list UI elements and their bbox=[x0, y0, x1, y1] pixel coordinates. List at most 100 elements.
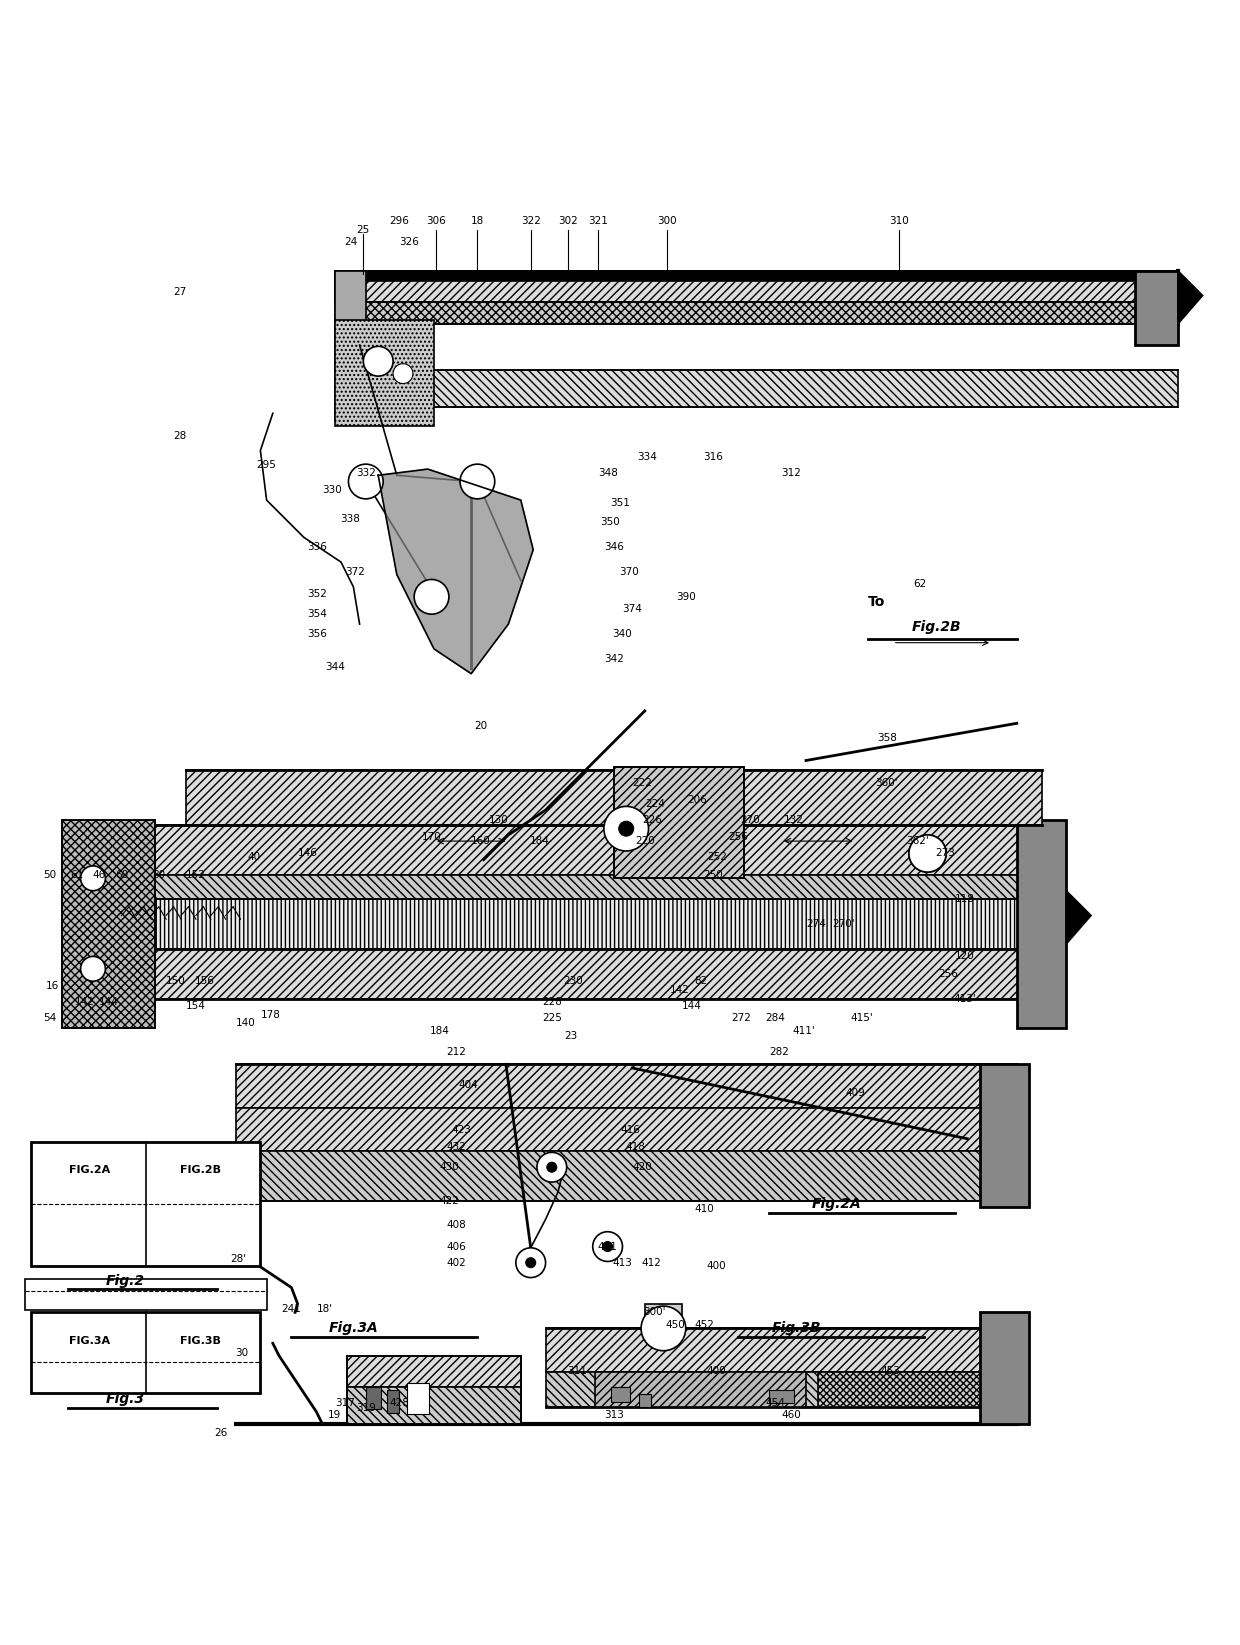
Bar bbox=[645, 1303, 682, 1331]
Text: 420: 420 bbox=[632, 1163, 652, 1173]
Text: 348: 348 bbox=[598, 467, 618, 477]
Text: 160: 160 bbox=[471, 836, 491, 846]
Text: 344: 344 bbox=[325, 663, 345, 673]
Bar bbox=[124, 900, 1029, 949]
Bar bbox=[236, 1064, 1017, 1107]
Text: 144: 144 bbox=[99, 997, 119, 1007]
Text: FIG.2B: FIG.2B bbox=[180, 1165, 222, 1175]
Text: 350: 350 bbox=[600, 518, 620, 528]
Circle shape bbox=[619, 821, 634, 836]
Text: 306: 306 bbox=[427, 215, 446, 225]
Bar bbox=[62, 819, 155, 1028]
Text: 296: 296 bbox=[389, 215, 409, 225]
Bar bbox=[366, 1387, 381, 1410]
Bar bbox=[614, 767, 744, 878]
Text: 256: 256 bbox=[939, 969, 959, 979]
Text: 413': 413' bbox=[954, 994, 976, 1003]
Text: 460: 460 bbox=[781, 1410, 801, 1420]
Text: 312: 312 bbox=[781, 467, 801, 477]
Text: 454: 454 bbox=[765, 1398, 785, 1408]
Text: 351: 351 bbox=[610, 497, 630, 508]
Circle shape bbox=[909, 836, 946, 872]
Text: 274: 274 bbox=[806, 920, 826, 929]
Text: 224: 224 bbox=[645, 799, 665, 809]
Text: 156: 156 bbox=[195, 975, 215, 987]
Text: 152: 152 bbox=[186, 870, 206, 880]
Text: 24: 24 bbox=[345, 237, 357, 247]
Bar bbox=[1135, 271, 1178, 345]
Text: 256: 256 bbox=[728, 832, 748, 842]
Text: 409: 409 bbox=[846, 1087, 866, 1097]
Polygon shape bbox=[1178, 271, 1203, 324]
Text: 120: 120 bbox=[955, 951, 975, 961]
Text: 226: 226 bbox=[642, 814, 662, 826]
Text: 340: 340 bbox=[613, 628, 632, 638]
Text: 319: 319 bbox=[356, 1403, 376, 1413]
Text: 302: 302 bbox=[558, 215, 578, 225]
Text: 23: 23 bbox=[564, 1031, 577, 1041]
Text: 272: 272 bbox=[732, 1013, 751, 1023]
Circle shape bbox=[603, 1242, 613, 1252]
Text: 362': 362' bbox=[906, 836, 929, 846]
Bar bbox=[186, 770, 1042, 826]
Text: 146: 146 bbox=[298, 849, 317, 859]
Text: 412: 412 bbox=[641, 1258, 661, 1268]
Circle shape bbox=[516, 1249, 546, 1278]
Text: 326: 326 bbox=[399, 237, 419, 247]
Circle shape bbox=[641, 1306, 686, 1351]
Text: 184: 184 bbox=[529, 836, 549, 846]
Bar bbox=[31, 1142, 260, 1267]
Text: 170: 170 bbox=[422, 832, 441, 842]
Text: 225: 225 bbox=[542, 1013, 562, 1023]
Bar bbox=[611, 1387, 630, 1402]
Text: 228: 228 bbox=[542, 997, 562, 1007]
Bar bbox=[62, 819, 155, 1028]
Bar bbox=[31, 1313, 260, 1393]
Text: 390: 390 bbox=[676, 592, 696, 602]
Text: 230: 230 bbox=[563, 975, 583, 987]
Text: 154: 154 bbox=[186, 1002, 206, 1012]
Text: 352: 352 bbox=[308, 589, 327, 599]
Text: 132: 132 bbox=[784, 814, 804, 826]
Text: 415': 415' bbox=[851, 1013, 873, 1023]
Bar bbox=[347, 370, 1178, 406]
Text: 422: 422 bbox=[439, 1196, 459, 1206]
Text: 406: 406 bbox=[446, 1242, 466, 1252]
Text: 450: 450 bbox=[666, 1319, 686, 1329]
Text: 372: 372 bbox=[345, 568, 365, 577]
Text: 300': 300' bbox=[644, 1308, 666, 1318]
Text: 19: 19 bbox=[329, 1410, 341, 1420]
Circle shape bbox=[909, 836, 946, 872]
Text: 40: 40 bbox=[248, 852, 260, 862]
Bar bbox=[980, 1313, 1029, 1425]
Text: 374: 374 bbox=[622, 604, 642, 614]
Bar bbox=[124, 875, 1029, 900]
Circle shape bbox=[921, 847, 934, 860]
Bar bbox=[335, 301, 1178, 324]
Circle shape bbox=[604, 806, 649, 850]
Bar bbox=[818, 1372, 992, 1406]
Bar bbox=[335, 271, 366, 419]
Text: 400: 400 bbox=[707, 1365, 727, 1375]
Text: 295: 295 bbox=[257, 461, 277, 470]
Text: FIG.3A: FIG.3A bbox=[68, 1336, 110, 1346]
Text: 18: 18 bbox=[471, 215, 484, 225]
Circle shape bbox=[363, 347, 393, 377]
Circle shape bbox=[393, 364, 413, 383]
Text: 413: 413 bbox=[613, 1258, 632, 1268]
Text: 16: 16 bbox=[46, 980, 58, 992]
Text: 330: 330 bbox=[322, 485, 342, 495]
Text: 311: 311 bbox=[567, 1365, 587, 1375]
Text: 80: 80 bbox=[153, 870, 165, 880]
Text: 220: 220 bbox=[635, 836, 655, 846]
Circle shape bbox=[81, 865, 105, 890]
Text: 418: 418 bbox=[625, 1142, 645, 1153]
Text: 142: 142 bbox=[74, 997, 94, 1007]
Circle shape bbox=[526, 1258, 536, 1268]
Text: 400: 400 bbox=[707, 1262, 727, 1272]
Circle shape bbox=[547, 1163, 557, 1173]
Text: 178: 178 bbox=[260, 1010, 280, 1020]
Text: 50: 50 bbox=[43, 870, 56, 880]
Text: 360': 360' bbox=[875, 778, 898, 788]
Bar bbox=[769, 1390, 794, 1403]
